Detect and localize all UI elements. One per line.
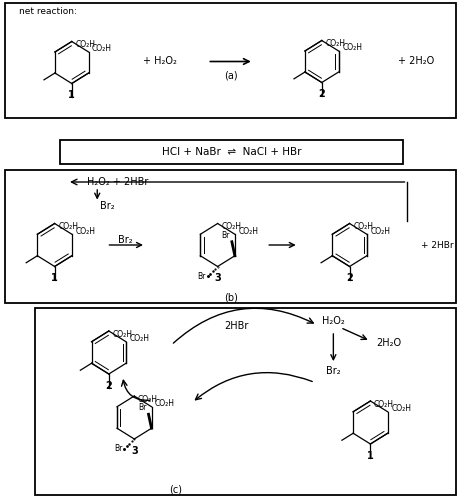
Text: (b): (b) <box>225 292 238 302</box>
Text: 2: 2 <box>346 274 353 283</box>
Text: + H₂O₂: + H₂O₂ <box>143 56 177 66</box>
Text: 3: 3 <box>214 274 221 283</box>
Text: Br: Br <box>197 272 206 280</box>
Text: HCl + NaBr  ⇌  NaCl + HBr: HCl + NaBr ⇌ NaCl + HBr <box>162 147 301 157</box>
Text: CO₂H: CO₂H <box>130 334 150 343</box>
Text: CO₂H: CO₂H <box>113 330 132 338</box>
Text: + 2HBr: + 2HBr <box>421 240 454 250</box>
Text: CO₂H: CO₂H <box>353 222 373 231</box>
Text: 1: 1 <box>51 274 58 283</box>
Text: Br₂: Br₂ <box>100 201 114 211</box>
FancyBboxPatch shape <box>60 140 403 164</box>
Text: CO₂H: CO₂H <box>221 222 241 231</box>
Text: 2HBr: 2HBr <box>224 321 248 331</box>
Text: CO₂H: CO₂H <box>155 399 175 408</box>
FancyBboxPatch shape <box>35 308 456 495</box>
Text: H₂O₂ + 2HBr: H₂O₂ + 2HBr <box>88 177 149 187</box>
Text: CO₂H: CO₂H <box>391 404 411 413</box>
Text: + 2H₂O: + 2H₂O <box>398 56 434 66</box>
Text: CO₂H: CO₂H <box>58 222 78 231</box>
Text: (c): (c) <box>169 484 182 494</box>
FancyBboxPatch shape <box>5 2 456 117</box>
Text: Br: Br <box>138 403 146 412</box>
Text: CO₂H: CO₂H <box>325 39 345 48</box>
Text: CO₂H: CO₂H <box>92 44 112 54</box>
Text: CO₂H: CO₂H <box>342 44 362 52</box>
Text: CO₂H: CO₂H <box>238 226 258 235</box>
Text: Br: Br <box>221 230 230 239</box>
Text: CO₂H: CO₂H <box>374 400 394 408</box>
Text: Br₂: Br₂ <box>326 366 341 376</box>
Text: Br: Br <box>114 444 122 453</box>
Text: CO₂H: CO₂H <box>75 40 95 49</box>
Text: Br₂: Br₂ <box>118 235 132 245</box>
Text: 2: 2 <box>106 381 112 391</box>
Text: 3: 3 <box>131 446 138 456</box>
Text: 2H₂O: 2H₂O <box>376 338 401 347</box>
Text: 1: 1 <box>367 451 374 461</box>
Text: net reaction:: net reaction: <box>19 6 76 16</box>
Text: CO₂H: CO₂H <box>370 226 390 235</box>
Text: 1: 1 <box>69 90 75 100</box>
Text: H₂O₂: H₂O₂ <box>322 316 345 326</box>
Text: CO₂H: CO₂H <box>138 394 158 404</box>
FancyBboxPatch shape <box>5 170 456 302</box>
Text: (a): (a) <box>224 71 238 81</box>
Text: CO₂H: CO₂H <box>75 226 95 235</box>
Text: 2: 2 <box>319 89 325 99</box>
